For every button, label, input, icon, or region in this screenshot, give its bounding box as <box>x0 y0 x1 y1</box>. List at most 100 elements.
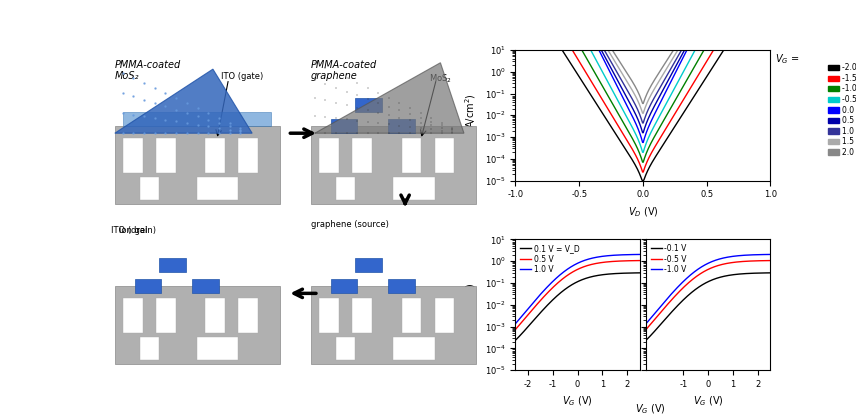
Polygon shape <box>205 298 225 333</box>
-0.1 V <box>690 287 700 292</box>
Polygon shape <box>197 176 239 200</box>
0.5 V <box>589 261 599 266</box>
1.0 V <box>550 276 561 281</box>
1.0 V <box>600 253 610 258</box>
-0.1 V <box>765 270 776 275</box>
0.1 V = V_D <box>560 287 570 292</box>
0.1 V = V_D <box>550 295 561 300</box>
Polygon shape <box>115 286 280 364</box>
Polygon shape <box>123 112 271 126</box>
-0.1 V <box>681 295 692 300</box>
Text: ion gel: ion gel <box>119 226 147 235</box>
-1.0 V <box>765 252 776 257</box>
Polygon shape <box>389 119 415 133</box>
Y-axis label: J (A/cm$^2$): J (A/cm$^2$) <box>463 282 479 327</box>
1.0 V <box>560 269 570 274</box>
-0.5 V <box>690 275 700 280</box>
Polygon shape <box>140 176 159 200</box>
-0.1 V <box>731 272 741 277</box>
-0.5 V <box>731 260 741 265</box>
Polygon shape <box>123 298 143 333</box>
Polygon shape <box>239 138 259 173</box>
-0.1 V <box>719 274 729 279</box>
-1.0 V <box>719 255 729 260</box>
0.5 V <box>601 260 611 265</box>
-0.1 V <box>641 338 651 343</box>
1.0 V <box>589 255 599 260</box>
Legend: -0.1 V, -0.5 V, -1.0 V: -0.1 V, -0.5 V, -1.0 V <box>647 241 690 277</box>
0.1 V = V_D <box>600 272 610 277</box>
Text: MoS$_2$: MoS$_2$ <box>429 72 452 85</box>
0.1 V = V_D <box>510 338 520 343</box>
Polygon shape <box>352 298 372 333</box>
-0.1 V <box>731 272 741 277</box>
Polygon shape <box>193 279 218 293</box>
-1.0 V <box>681 276 692 281</box>
0.5 V <box>560 275 570 280</box>
-0.1 V <box>656 322 666 327</box>
Text: PMMA-coated
MoS₂: PMMA-coated MoS₂ <box>115 59 181 81</box>
Polygon shape <box>355 98 382 112</box>
0.1 V = V_D <box>589 274 599 279</box>
-0.5 V <box>719 261 729 266</box>
Legend: -2.0 V, -1.5 V, -1.0 V, -0.5 V, 0.0 V, 0.5 V, 1.0 V, 1.5 V, 2.0 V: -2.0 V, -1.5 V, -1.0 V, -0.5 V, 0.0 V, 0… <box>825 60 856 160</box>
Legend: 0.1 V = V_D, 0.5 V, 1.0 V: 0.1 V = V_D, 0.5 V, 1.0 V <box>517 241 583 277</box>
0.5 V <box>600 260 610 265</box>
X-axis label: $V_D$ (V): $V_D$ (V) <box>627 205 658 218</box>
-1.0 V <box>731 253 741 258</box>
Polygon shape <box>401 138 421 173</box>
Text: $V_G$ =: $V_G$ = <box>776 52 800 66</box>
-0.5 V <box>731 260 741 265</box>
Line: 1.0 V: 1.0 V <box>515 255 639 324</box>
0.5 V <box>634 258 645 263</box>
Line: -1.0 V: -1.0 V <box>646 255 770 324</box>
Text: ITO (gate): ITO (gate) <box>221 72 263 82</box>
1.0 V <box>526 303 536 308</box>
Polygon shape <box>330 279 357 293</box>
Line: -0.5 V: -0.5 V <box>646 260 770 329</box>
Polygon shape <box>311 286 476 364</box>
Polygon shape <box>355 258 382 272</box>
Polygon shape <box>123 138 143 173</box>
Polygon shape <box>394 176 435 200</box>
Y-axis label: J (A/cm$^2$): J (A/cm$^2$) <box>463 93 479 138</box>
-0.5 V <box>656 310 666 314</box>
Line: 0.5 V: 0.5 V <box>515 260 639 329</box>
X-axis label: $V_G$ (V): $V_G$ (V) <box>693 394 723 408</box>
0.5 V <box>550 282 561 287</box>
Polygon shape <box>156 138 175 173</box>
1.0 V <box>601 253 611 258</box>
Polygon shape <box>336 337 355 360</box>
Polygon shape <box>140 337 159 360</box>
-0.5 V <box>681 282 692 287</box>
Polygon shape <box>435 138 455 173</box>
Text: graphene (source): graphene (source) <box>311 220 389 229</box>
Polygon shape <box>159 258 186 272</box>
Text: $V_G$ (V): $V_G$ (V) <box>635 402 666 416</box>
-1.0 V <box>656 303 666 308</box>
Polygon shape <box>115 126 280 204</box>
Polygon shape <box>315 63 464 133</box>
Polygon shape <box>336 176 355 200</box>
0.1 V = V_D <box>601 272 611 277</box>
-1.0 V <box>641 321 651 326</box>
Polygon shape <box>156 298 175 333</box>
Polygon shape <box>319 138 339 173</box>
1.0 V <box>634 252 645 257</box>
Polygon shape <box>205 138 225 173</box>
Text: ITO (drain): ITO (drain) <box>111 226 156 235</box>
Text: PMMA-coated
graphene: PMMA-coated graphene <box>311 59 377 81</box>
Line: 0.1 V = V_D: 0.1 V = V_D <box>515 273 639 340</box>
Polygon shape <box>311 126 476 204</box>
Polygon shape <box>239 298 259 333</box>
Polygon shape <box>197 337 239 360</box>
Polygon shape <box>435 298 455 333</box>
0.5 V <box>510 327 520 332</box>
1.0 V <box>510 321 520 326</box>
Line: -0.1 V: -0.1 V <box>646 273 770 340</box>
X-axis label: $V_G$ (V): $V_G$ (V) <box>562 394 593 408</box>
Polygon shape <box>389 279 415 293</box>
-1.0 V <box>731 253 741 258</box>
Polygon shape <box>394 337 435 360</box>
Polygon shape <box>319 298 339 333</box>
